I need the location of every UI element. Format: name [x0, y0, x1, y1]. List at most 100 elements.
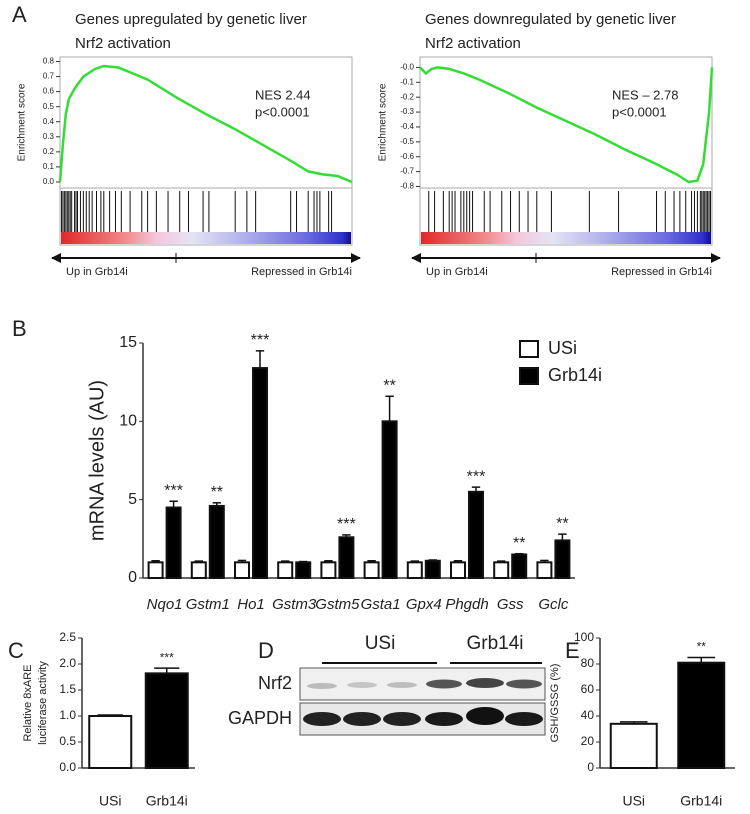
- x-tick-label: Grb14i: [680, 793, 722, 809]
- chart-title: Nrf2 activation: [425, 35, 521, 52]
- panel-label: A: [12, 2, 27, 27]
- y-tick-label: -0.1: [400, 77, 414, 86]
- band: [426, 679, 462, 689]
- band: [505, 712, 543, 726]
- band: [466, 707, 504, 725]
- arrow-label: Repressed in Grb14i: [611, 266, 712, 278]
- y-tick-label: 2.5: [59, 630, 76, 644]
- significance: ***: [164, 482, 183, 499]
- y-tick-label: 0.5: [43, 102, 55, 111]
- x-tick-label: Gss: [497, 596, 524, 613]
- y-tick-label: 0.7: [43, 72, 55, 81]
- bar: [234, 561, 250, 579]
- x-tick-label: Gpx4: [406, 596, 442, 613]
- bar: [536, 561, 553, 579]
- y-tick-label: 0.8: [43, 57, 55, 66]
- significance: ***: [251, 332, 270, 349]
- blot-group-label: USi: [365, 633, 396, 654]
- band: [387, 682, 417, 688]
- significance: **: [697, 640, 707, 654]
- y-tick-label: 60: [581, 682, 595, 696]
- band: [347, 682, 377, 688]
- bar: [554, 539, 571, 580]
- plot-frame: [59, 56, 353, 246]
- annotation: NES 2.44: [255, 87, 311, 102]
- panel-label: E: [565, 638, 580, 663]
- annotation: p<0.0001: [255, 104, 310, 119]
- y-tick-label: 0.2: [43, 147, 55, 156]
- band: [466, 678, 504, 688]
- blot-row-label: GAPDH: [228, 708, 292, 728]
- chart-title: Genes upregulated by genetic liver: [75, 11, 307, 28]
- y-tick-label: 0.4: [43, 117, 55, 126]
- bar: [450, 561, 466, 579]
- legend-label: Grb14i: [548, 365, 602, 385]
- bar: [338, 536, 355, 579]
- band: [506, 679, 542, 689]
- y-tick-label: 0.5: [59, 734, 76, 748]
- y-tick-label: -0.3: [400, 107, 414, 116]
- annotation: NES – 2.78: [612, 87, 679, 102]
- y-tick-label: 2.0: [59, 656, 76, 670]
- y-tick-label: -0.0: [400, 63, 414, 72]
- y-tick-label: 0.0: [59, 760, 76, 774]
- bar: [147, 561, 164, 579]
- y-tick-label: 40: [581, 708, 595, 722]
- rank-gradient: [421, 232, 711, 244]
- panel-label: B: [12, 316, 27, 341]
- bar: [295, 561, 312, 579]
- panel-label: C: [8, 638, 24, 663]
- x-tick-label: Nqo1: [147, 596, 183, 613]
- es-line: [58, 64, 353, 184]
- y-tick-label: 1.5: [59, 682, 76, 696]
- y-axis-label: mRNA levels (AU): [86, 380, 108, 541]
- bar: [88, 715, 133, 769]
- bar: [363, 561, 380, 579]
- y-tick-label: 100: [574, 630, 594, 644]
- bar: [381, 420, 398, 580]
- blot-group-label: Grb14i: [466, 633, 523, 654]
- y-tick-label: 0: [587, 760, 594, 774]
- y-tick-label: -0.5: [400, 137, 414, 146]
- significance: **: [513, 535, 525, 552]
- band: [383, 712, 421, 726]
- x-tick-label: Phgdh: [445, 596, 488, 613]
- blot-row-label: Nrf2: [258, 673, 292, 693]
- y-tick-label: -0.4: [400, 122, 414, 131]
- arrow-label: Repressed in Grb14i: [251, 266, 352, 278]
- bar: [609, 722, 658, 769]
- y-tick-label: 0.6: [43, 87, 55, 96]
- bar: [252, 367, 268, 580]
- y-tick-label: 0.0: [43, 177, 55, 186]
- bar: [677, 661, 726, 770]
- bar: [165, 506, 182, 579]
- y-axis-label: GSH/GSSG (%): [549, 664, 561, 743]
- y-tick-label: 0.3: [43, 132, 55, 141]
- y-tick-label: 80: [581, 656, 595, 670]
- y-axis-label: Relative 8xARE: [22, 664, 34, 741]
- x-tick-label: USi: [622, 793, 645, 809]
- band: [425, 712, 463, 726]
- x-tick-label: Gclc: [538, 596, 569, 613]
- y-tick-label: 5: [128, 491, 137, 508]
- chart-title: Genes downregulated by genetic liver: [425, 11, 676, 28]
- y-tick-label: 1.0: [59, 708, 76, 722]
- bar: [468, 490, 484, 580]
- bar: [493, 561, 510, 579]
- x-tick-label: Gstm5: [315, 596, 360, 613]
- bar: [277, 561, 294, 579]
- significance: ***: [337, 516, 356, 533]
- x-tick-label: Gstm3: [272, 596, 317, 613]
- bar: [208, 504, 225, 579]
- x-tick-label: Grb14i: [146, 793, 188, 809]
- legend-label: USi: [548, 338, 577, 358]
- significance: ***: [467, 468, 486, 485]
- bar: [424, 559, 441, 579]
- y-tick-label: -0.7: [400, 167, 414, 176]
- rank-gradient: [61, 232, 351, 244]
- chart-title: Nrf2 activation: [75, 35, 171, 52]
- y-tick-label: 15: [119, 334, 137, 351]
- y-tick-label: -0.6: [400, 152, 414, 161]
- y-axis-label: Enrichment score: [378, 83, 389, 161]
- blot-strip: [299, 667, 546, 701]
